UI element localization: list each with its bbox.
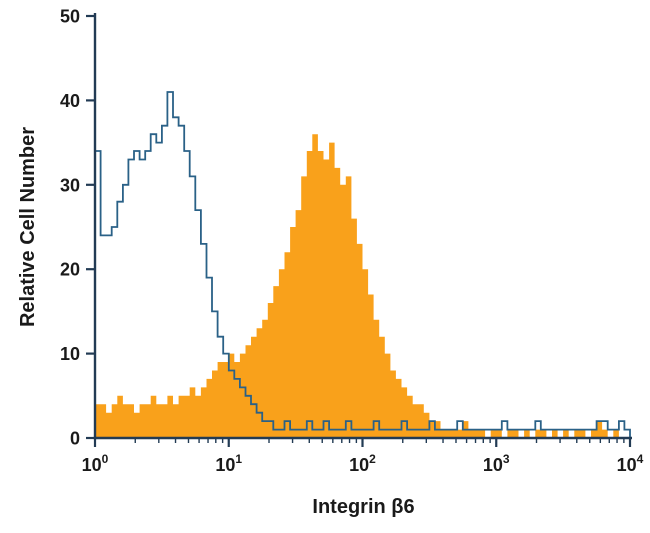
y-tick-label: 50 (60, 7, 80, 27)
y-tick-label: 20 (60, 260, 80, 280)
filled-orange-histogram (95, 134, 630, 438)
y-tick-label: 0 (70, 429, 80, 449)
x-tick-label: 104 (617, 452, 644, 475)
x-tick-label: 103 (483, 452, 510, 475)
x-tick-label: 102 (349, 452, 376, 475)
x-axis-title: Integrin β6 (312, 496, 415, 518)
y-tick-label: 40 (60, 91, 80, 111)
y-tick-label: 10 (60, 344, 80, 364)
x-tick-label: 101 (215, 452, 242, 475)
y-axis-title: Relative Cell Number (17, 126, 39, 328)
open-blue-histogram (94, 91, 631, 438)
y-tick-label: 30 (60, 175, 80, 195)
x-tick-label: 100 (82, 452, 109, 475)
